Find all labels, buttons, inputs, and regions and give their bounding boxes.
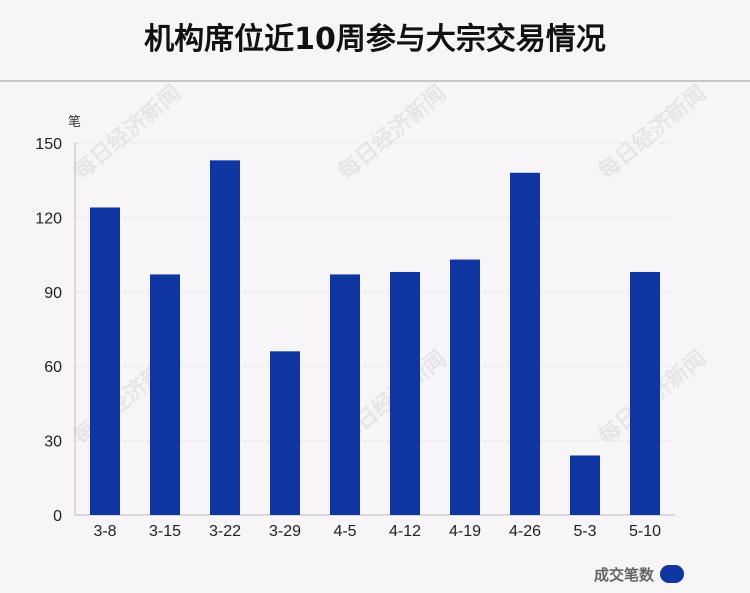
legend-swatch xyxy=(660,565,684,583)
x-tick-label: 5-3 xyxy=(573,523,596,540)
x-tick-label: 4-19 xyxy=(449,523,481,540)
bar xyxy=(150,274,180,515)
x-tick-label: 4-12 xyxy=(389,523,421,540)
x-tick-label: 4-26 xyxy=(509,523,541,540)
bar xyxy=(90,207,120,516)
y-tick-label: 150 xyxy=(35,136,62,153)
bar xyxy=(510,172,540,515)
bar xyxy=(210,160,240,516)
y-tick-label: 60 xyxy=(44,359,62,376)
x-axis: 3-8 3-15 3-22 3-29 4-5 4-12 4-19 4-26 5-3 5-10 xyxy=(93,523,661,540)
x-tick-label: 3-29 xyxy=(269,523,301,540)
x-tick-label: 3-15 xyxy=(149,523,181,540)
bar xyxy=(270,351,300,515)
y-tick-label: 0 xyxy=(53,508,62,525)
bar xyxy=(570,455,600,515)
bar xyxy=(630,271,660,515)
bar xyxy=(390,271,420,515)
y-tick-label: 120 xyxy=(35,210,62,227)
title-divider xyxy=(0,80,750,82)
bars xyxy=(90,160,660,516)
bar xyxy=(450,259,480,515)
y-tick-label: 90 xyxy=(44,285,62,302)
legend-label: 成交笔数 xyxy=(593,565,654,584)
x-tick-label: 5-10 xyxy=(629,523,661,540)
x-tick-label: 4-5 xyxy=(333,523,356,540)
x-tick-label: 3-8 xyxy=(93,523,116,540)
chart-title: 机构席位近10周参与大宗交易情况 xyxy=(0,0,750,80)
x-tick-label: 3-22 xyxy=(209,523,241,540)
y-axis-unit-label: 笔 xyxy=(68,114,81,130)
y-tick-label: 30 xyxy=(44,434,62,451)
legend: 成交笔数 xyxy=(594,562,684,586)
bar xyxy=(330,274,360,515)
